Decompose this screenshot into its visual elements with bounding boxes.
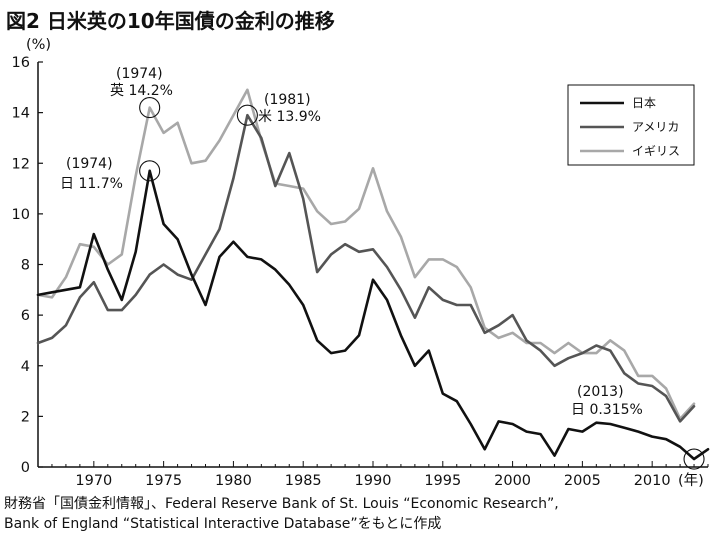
source-line-1: 財務省「国債金利情報」、Federal Reserve Bank of St. … xyxy=(4,496,559,512)
annotation-value: 米 13.9% xyxy=(258,109,321,125)
y-tick-label: 8 xyxy=(21,258,30,274)
x-tick-label: 1995 xyxy=(424,473,461,489)
x-tick-label: 1975 xyxy=(145,473,182,489)
x-tick-label: 1970 xyxy=(75,473,112,489)
legend-label-1: アメリカ xyxy=(632,120,679,134)
annotation-value: 日 11.7% xyxy=(60,176,123,192)
y-tick-label: 16 xyxy=(12,55,30,71)
annotations: (1974)英 14.2%(1974)日 11.7%(1981)米 13.9%(… xyxy=(60,66,705,470)
series-line-1 xyxy=(36,113,696,423)
x-tick-label: 2010 xyxy=(634,473,671,489)
annotation-circle xyxy=(139,97,161,119)
x-tick-label: 1990 xyxy=(355,473,392,489)
y-axis-unit-label: (%) xyxy=(26,37,51,53)
x-tick-label: 1985 xyxy=(285,473,322,489)
annotation-circle xyxy=(683,448,705,470)
source-line-2: Bank of England “Statistical Interactive… xyxy=(4,516,442,532)
y-tick-label: 2 xyxy=(21,409,30,425)
annotation-circle xyxy=(236,104,258,126)
x-axis-unit-label: (年) xyxy=(678,472,704,489)
annotation-year: (1974) xyxy=(66,156,113,172)
annotation-year: (1981) xyxy=(264,92,311,108)
y-ticks: 0 2 4 6 8 10 12 14 16 xyxy=(12,55,43,476)
x-ticks: 1970 1975 1980 1985 1990 1995 2000 2005 2010 xyxy=(37,461,709,489)
annotation-circle xyxy=(139,160,161,182)
x-tick-label: 2005 xyxy=(564,473,601,489)
series-line-0 xyxy=(36,169,710,461)
annotation-value: 英 14.2% xyxy=(110,82,173,99)
x-tick-label: 1980 xyxy=(215,473,252,489)
annotation-year: (2013) xyxy=(577,384,624,400)
annotation-year: (1974) xyxy=(116,66,163,82)
y-tick-label: 10 xyxy=(12,207,30,223)
y-tick-label: 14 xyxy=(12,106,30,122)
x-tick-label: 2000 xyxy=(494,473,531,489)
annotation-value: 日 0.315% xyxy=(571,402,643,418)
legend-label-2: イギリス xyxy=(632,144,680,158)
y-tick-label: 12 xyxy=(12,156,30,172)
y-tick-label: 4 xyxy=(21,359,30,375)
source-note: 財務省「国債金利情報」、Federal Reserve Bank of St. … xyxy=(4,494,559,534)
series-lines xyxy=(36,88,710,461)
y-tick-label: 0 xyxy=(21,460,30,476)
figure-title: 図2 日米英の10年国債の金利の推移 xyxy=(6,9,335,33)
legend-label-0: 日本 xyxy=(632,96,656,110)
y-tick-label: 6 xyxy=(21,308,30,324)
